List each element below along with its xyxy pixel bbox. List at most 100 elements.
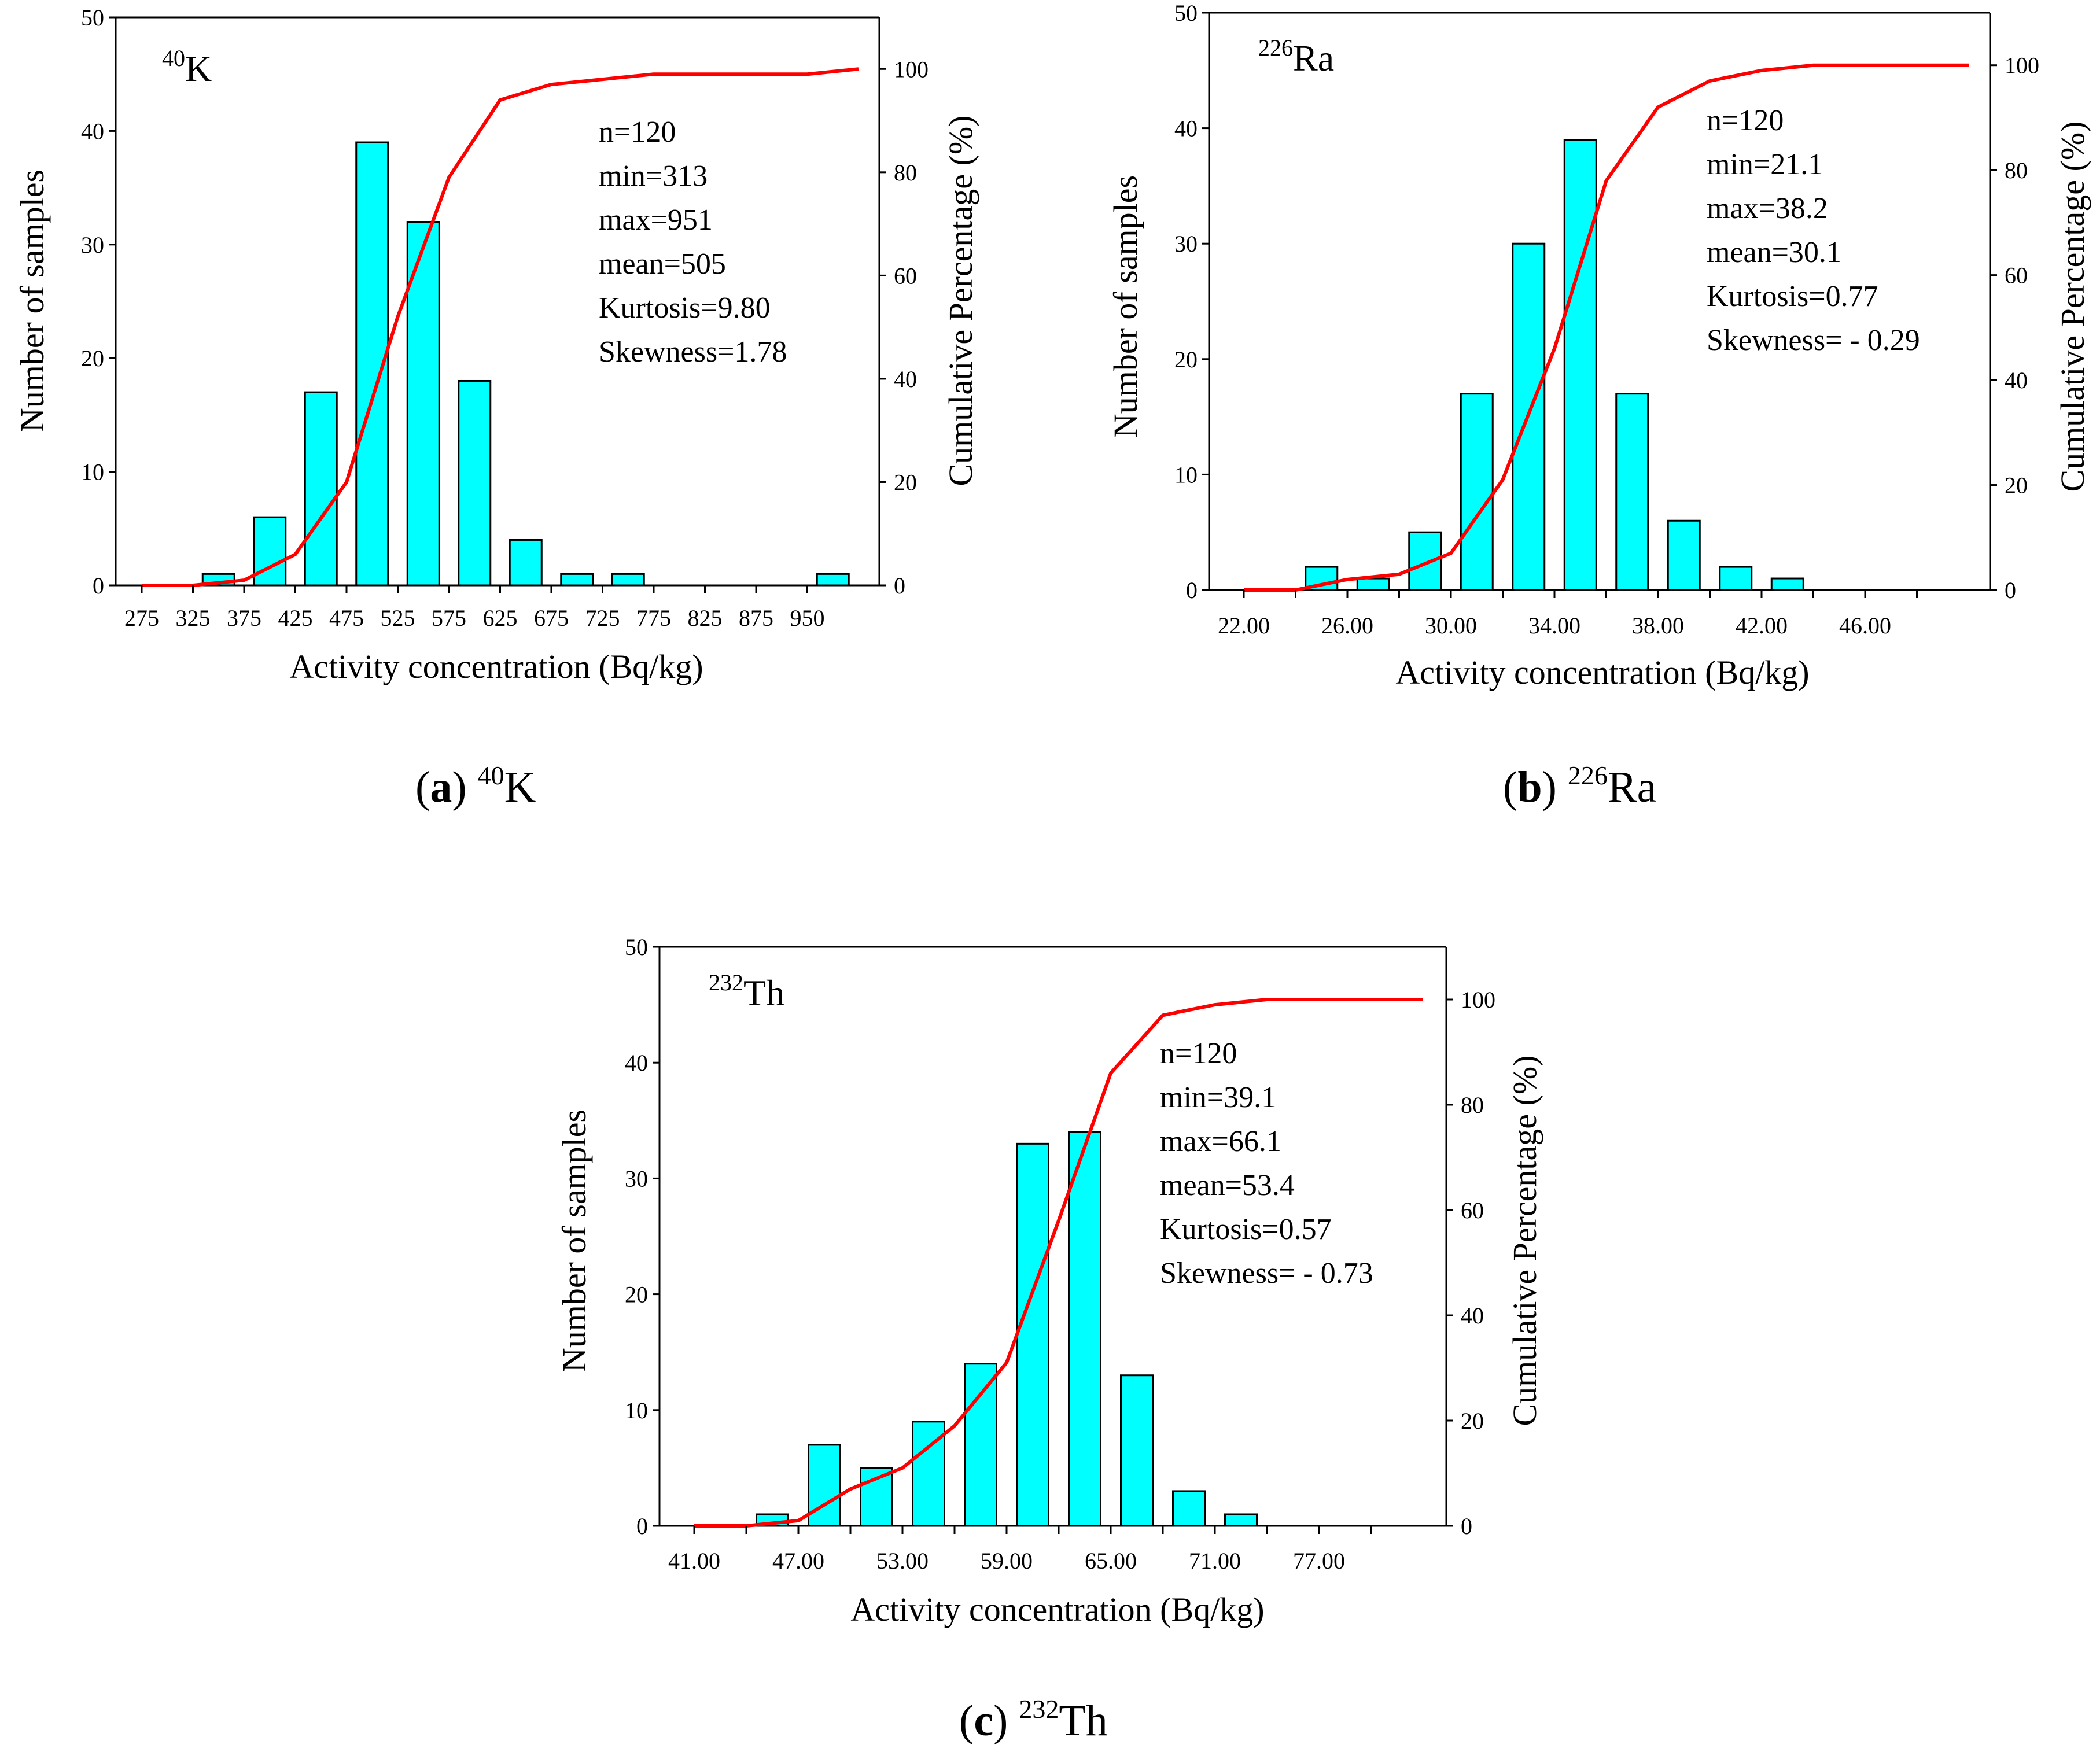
y-tick-label: 10 [1174,462,1198,488]
x-tick-label: 59.00 [981,1548,1033,1574]
caption-a: (a) 40K [415,761,536,812]
x-tick-label: 825 [688,605,723,631]
x-axis-label: Activity concentration (Bq/kg) [289,648,703,685]
x-tick-label: 53.00 [876,1548,929,1574]
y2-tick-label: 80 [2005,157,2028,183]
histogram-bar [611,573,645,587]
y-tick-label: 30 [625,1166,648,1192]
nuclide-symbol: K [185,48,212,89]
stats-line: n=120 [599,116,676,149]
x-tick-label: 625 [483,605,518,631]
histogram-bar [1068,1131,1101,1527]
x-axis-label: Activity concentration (Bq/kg) [1395,654,1809,691]
y-tick-label: 20 [1174,346,1198,372]
y-tick-label: 50 [625,934,648,960]
caption-a-mass: 40 [477,761,504,790]
nuclide-mass: 232 [709,969,743,995]
x-tick-label: 30.00 [1425,613,1477,639]
stats-line: min=313 [599,160,708,193]
y2-tick-label: 60 [1461,1197,1484,1223]
x-tick-label: 475 [329,605,364,631]
x-tick-label: 275 [124,605,159,631]
histogram-bar [560,573,594,587]
nuclide-label: 232Th [709,969,784,1013]
histogram-bar [860,1467,893,1527]
y2-tick-label: 40 [1461,1303,1484,1329]
histogram-bar [1770,577,1804,591]
x-tick-label: 38.00 [1632,613,1684,639]
y2-tick-label: 100 [894,56,929,82]
stats-line: mean=505 [599,248,726,281]
caption-c-mass: 232 [1019,1694,1059,1724]
x-tick-label: 425 [278,605,313,631]
y2-tick-label: 60 [894,263,917,289]
histogram-bar [1667,519,1701,591]
y-tick-label: 0 [1186,577,1198,603]
y2-tick-label: 0 [894,573,905,599]
histogram-bar [1563,139,1597,591]
caption-b: (b) 226Ra [1503,761,1657,812]
stats-line: Kurtosis=0.57 [1160,1213,1332,1246]
histogram-bar [808,1444,841,1527]
nuclide-symbol: Ra [1293,38,1334,79]
x-tick-label: 875 [739,605,773,631]
y2-tick-label: 80 [894,160,917,186]
y2-tick-label: 40 [894,366,917,392]
histogram-bar [458,379,492,587]
y-axis-label: Number of samples [13,169,51,432]
histogram-bar [1224,1513,1258,1527]
caption-a-letter: a [430,763,452,812]
stats-line: Kurtosis=0.77 [1707,280,1878,313]
y-tick-label: 40 [1174,116,1198,142]
x-tick-label: 47.00 [772,1548,824,1574]
histogram-bar [964,1363,997,1527]
y2-axis-label: Cumulative Percentage (%) [2054,121,2091,492]
histogram-bar [1460,393,1494,591]
histogram-bar [816,573,850,587]
nuclide-label: 226Ra [1258,35,1334,79]
y-tick-label: 30 [81,232,104,258]
y-tick-label: 40 [81,118,104,144]
y2-tick-label: 0 [1461,1513,1472,1539]
histogram-bar [253,516,287,587]
y2-tick-label: 40 [2005,367,2028,393]
stats-line: Skewness= - 0.29 [1707,324,1920,357]
y2-axis-label: Cumulative Percentage (%) [942,116,979,486]
y-tick-label: 50 [81,5,104,31]
nuclide-mass: 226 [1258,35,1293,61]
caption-b-mass: 226 [1567,761,1608,790]
histogram-bar [509,539,543,587]
x-tick-label: 41.00 [668,1548,720,1574]
y-tick-label: 50 [1174,0,1198,26]
chart-panel-a: 0 10 20 30 40 50 0 20 40 60 80 100 275 325 375 425 475 52… [13,5,979,685]
stats-line: mean=30.1 [1707,236,1841,269]
x-tick-label: 775 [636,605,671,631]
histogram-bar [1172,1490,1206,1527]
stats-line: Skewness= - 0.73 [1160,1257,1373,1290]
histogram-bar [1016,1142,1049,1527]
x-tick-label: 725 [585,605,620,631]
histogram-bar [1120,1374,1154,1527]
caption-c: (c) 232Th [959,1694,1108,1746]
x-tick-label: 22.00 [1218,613,1270,639]
histogram-bar [1719,566,1753,591]
stats-line: Kurtosis=9.80 [599,292,771,324]
x-axis-label: Activity concentration (Bq/kg) [850,1591,1264,1628]
y-tick-label: 40 [625,1050,648,1076]
x-tick-label: 950 [790,605,825,631]
y-tick-label: 30 [1174,231,1198,257]
y-tick-label: 10 [625,1397,648,1423]
chart-panel-c: 0 10 20 30 40 50 0 20 40 60 80 100 41.00 47.00 53.00 59… [555,934,1543,1628]
stats-line: Skewness=1.78 [599,335,787,368]
y-axis-label: Number of samples [1107,175,1144,438]
x-tick-label: 34.00 [1528,613,1580,639]
nuclide-symbol: Th [743,972,784,1013]
x-tick-label: 375 [227,605,261,631]
stats-line: max=66.1 [1160,1125,1281,1158]
y-tick-label: 10 [81,459,104,485]
x-tick-label: 675 [534,605,569,631]
y2-tick-label: 100 [1461,987,1495,1013]
y-axis-label: Number of samples [555,1109,593,1372]
stats-line: min=21.1 [1707,148,1823,181]
